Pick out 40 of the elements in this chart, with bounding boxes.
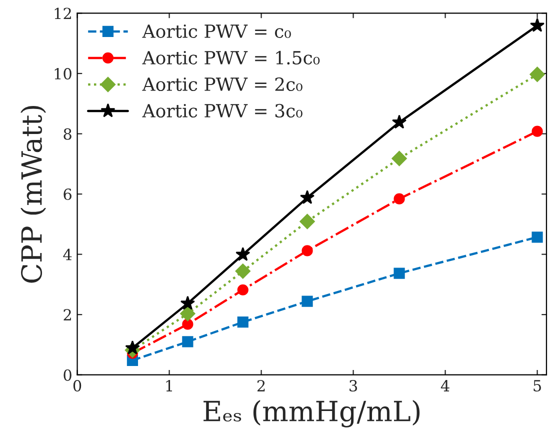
point [532, 126, 543, 137]
y-axis-title: CPP (mWatt) [20, 106, 46, 283]
point [302, 296, 313, 307]
y-tick-label: 4 [63, 248, 72, 260]
point [532, 232, 543, 243]
legend-label: Aortic PWV = 2c₀ [142, 77, 302, 92]
point [392, 150, 407, 166]
point [237, 316, 248, 328]
x-tick-label: 5 [534, 380, 541, 392]
point [182, 318, 194, 330]
point [237, 284, 248, 296]
point [300, 190, 315, 204]
legend-label: Aortic PWV = 3c₀ [142, 104, 302, 118]
point [235, 264, 250, 279]
x-tick-label: 1 [166, 380, 172, 392]
x-axis-title: Eₑₛ (mmHg/mL) [204, 400, 420, 428]
point [236, 246, 250, 261]
point [530, 18, 545, 32]
x-tick-label: 4 [440, 380, 450, 392]
legend-label: Aortic PWV = c₀ [142, 24, 291, 38]
y-tick-label: 10 [54, 68, 72, 80]
y-tick-label: 8 [64, 128, 72, 140]
x-tick-label: 3 [350, 380, 358, 392]
legend-label: Aortic PWV = 1.5c₀ [142, 50, 320, 65]
point [302, 245, 313, 256]
point [182, 336, 194, 348]
point [180, 296, 195, 310]
y-tick-label: 2 [64, 309, 71, 320]
x-tick-label: 2 [257, 380, 265, 392]
y-tick-label: 6 [64, 188, 72, 200]
point [300, 214, 315, 230]
point [394, 268, 405, 279]
point [180, 306, 196, 322]
y-tick-label: 12 [54, 8, 71, 20]
point [394, 193, 405, 204]
x-tick-label: 0 [73, 380, 82, 392]
y-tick-label: 0 [64, 369, 72, 381]
point [125, 340, 140, 354]
point [392, 114, 407, 129]
point [530, 66, 545, 82]
